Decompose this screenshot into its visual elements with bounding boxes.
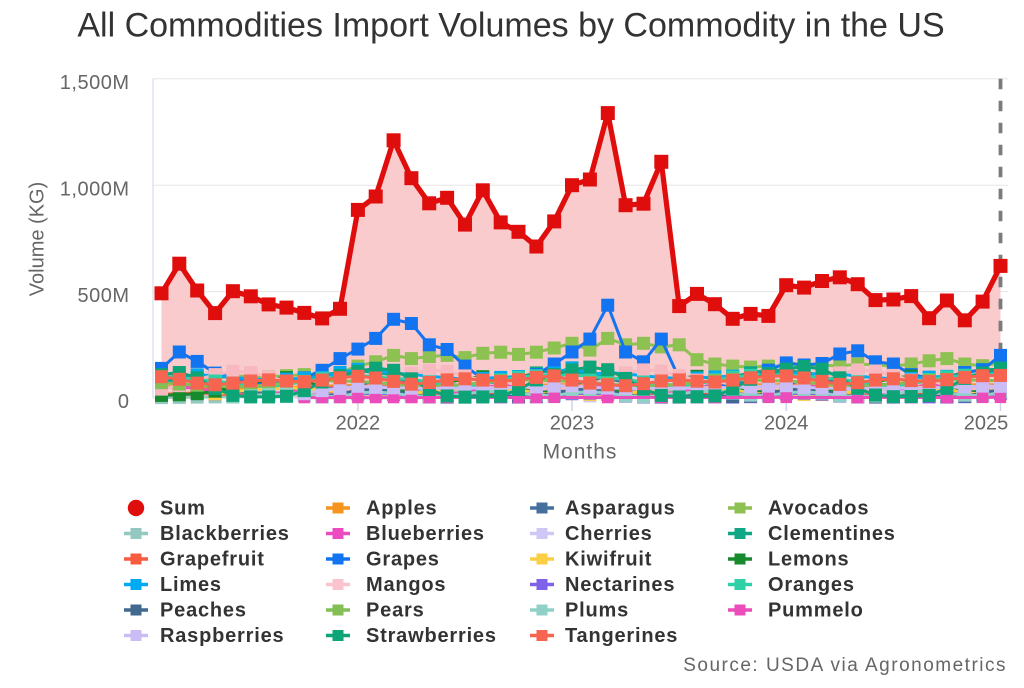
svg-text:Mangos: Mangos: [366, 574, 446, 596]
svg-text:2023: 2023: [550, 413, 595, 435]
svg-text:Months: Months: [543, 441, 618, 464]
svg-text:Tangerines: Tangerines: [565, 625, 678, 647]
svg-text:Pummelo: Pummelo: [768, 600, 864, 622]
svg-text:Strawberries: Strawberries: [366, 625, 497, 647]
svg-text:Lemons: Lemons: [768, 549, 849, 571]
svg-text:Avocados: Avocados: [768, 498, 869, 520]
svg-text:Cherries: Cherries: [565, 523, 653, 545]
svg-text:Sum: Sum: [160, 498, 206, 520]
svg-text:500M: 500M: [77, 285, 129, 307]
svg-text:Kiwifruit: Kiwifruit: [565, 549, 652, 571]
svg-text:Nectarines: Nectarines: [565, 574, 675, 596]
svg-text:Oranges: Oranges: [768, 574, 855, 596]
svg-text:0: 0: [118, 391, 130, 413]
svg-text:Raspberries: Raspberries: [160, 625, 284, 647]
svg-text:Pears: Pears: [366, 600, 425, 622]
svg-text:2022: 2022: [336, 413, 381, 435]
svg-text:Peaches: Peaches: [160, 600, 247, 622]
svg-text:2024: 2024: [764, 413, 809, 435]
svg-text:Plums: Plums: [565, 600, 629, 622]
svg-text:2025: 2025: [964, 413, 1009, 435]
svg-text:1,000M: 1,000M: [60, 178, 130, 200]
svg-text:All Commodities Import Volumes: All Commodities Import Volumes by Commod…: [77, 7, 944, 45]
svg-text:Volume (KG): Volume (KG): [27, 182, 49, 296]
svg-text:Grapefruit: Grapefruit: [160, 549, 265, 571]
svg-text:Blueberries: Blueberries: [366, 523, 485, 545]
svg-text:Asparagus: Asparagus: [565, 498, 676, 520]
svg-text:Grapes: Grapes: [366, 549, 440, 571]
svg-text:Blackberries: Blackberries: [160, 523, 290, 545]
svg-text:1,500M: 1,500M: [60, 72, 130, 94]
svg-text:Limes: Limes: [160, 574, 222, 596]
svg-text:Source: USDA via Agronometrics: Source: USDA via Agronometrics: [683, 655, 1007, 676]
svg-text:Clementines: Clementines: [768, 523, 896, 545]
svg-text:Apples: Apples: [366, 498, 437, 520]
